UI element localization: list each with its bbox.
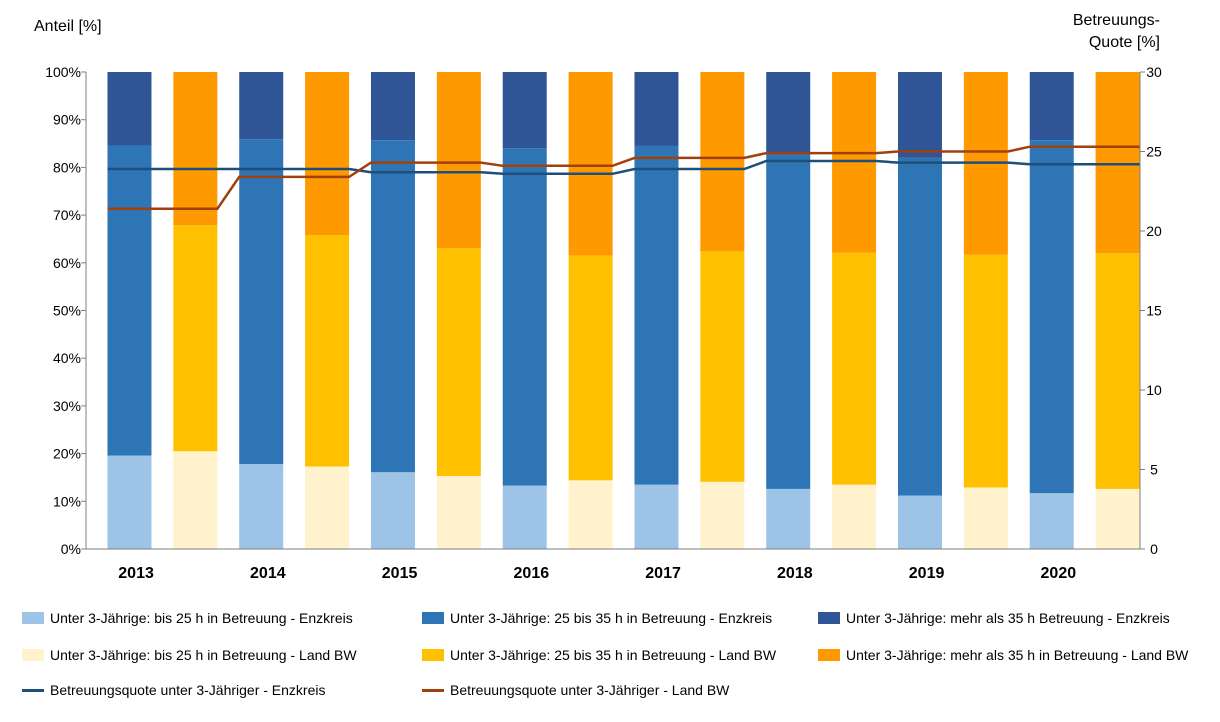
bar-segment [1029, 72, 1074, 141]
left-tick-label: 70% [53, 207, 81, 223]
bar-segment [1095, 253, 1140, 489]
left-tick-label: 50% [53, 303, 81, 319]
bar-segment [634, 145, 679, 485]
left-tick-label: 100% [45, 64, 81, 80]
bar-segment [568, 72, 613, 256]
bar-segment [634, 72, 679, 146]
x-tick-label: 2013 [118, 565, 154, 582]
x-tick-label: 2014 [250, 565, 286, 582]
axes-layer: 0% 10% 20% 30% 40% 50% 60% 70% 80% 90% 100% 0 5 10 15 2… [45, 64, 1162, 582]
bar-segment [766, 72, 811, 155]
right-tick-label: 0 [1150, 541, 1158, 557]
left-tick-label: 80% [53, 159, 81, 175]
bar-segment [239, 464, 284, 549]
bar-segment [107, 72, 152, 146]
bar-segment [1029, 493, 1074, 549]
bar-segment [239, 139, 284, 465]
left-tick-label: 60% [53, 255, 81, 271]
left-tick-label: 0% [61, 541, 81, 557]
bar-segment [173, 451, 218, 549]
bar-segment [370, 140, 415, 473]
bar-segment [173, 225, 218, 452]
bar-segment [766, 154, 811, 489]
series-line [107, 159, 1140, 176]
bar-segment [700, 251, 745, 482]
bar-segment [766, 488, 811, 549]
left-tick-label: 10% [53, 493, 81, 509]
bar-segment [436, 248, 481, 477]
bar-segment [173, 72, 218, 226]
bar-segment [634, 484, 679, 549]
bar-segment [1095, 488, 1140, 549]
bar-segment [832, 72, 877, 253]
right-axis-title-line2: Quote [%] [1089, 34, 1160, 51]
left-axis-title: Anteil [%] [34, 18, 102, 35]
bar-segment [897, 157, 942, 496]
x-tick-label: 2018 [777, 565, 813, 582]
right-tick-label: 5 [1150, 462, 1158, 478]
bar-segment [897, 72, 942, 158]
bar-segment [107, 145, 152, 456]
x-tick-label: 2015 [382, 565, 418, 582]
x-tick-label: 2020 [1041, 565, 1077, 582]
lines-layer [107, 145, 1140, 210]
bar-segment [700, 481, 745, 549]
bar-segment [305, 466, 350, 549]
bar-segment [305, 72, 350, 236]
bar-segment [1029, 140, 1074, 494]
bar-segment [502, 72, 547, 149]
bar-segment [502, 485, 547, 549]
right-tick-label: 30 [1146, 64, 1162, 80]
bar-segment [897, 495, 942, 549]
bar-segment [700, 72, 745, 252]
series-line [107, 145, 1140, 210]
bar-segment [832, 484, 877, 549]
bar-segment [436, 476, 481, 549]
x-tick-label: 2017 [645, 565, 681, 582]
left-tick-label: 90% [53, 112, 81, 128]
bar-segment [107, 455, 152, 549]
right-tick-label: 10 [1146, 382, 1162, 398]
right-tick-label: 25 [1146, 144, 1162, 160]
bar-segment [568, 255, 613, 481]
bar-segment [436, 72, 481, 249]
right-tick-label: 20 [1146, 223, 1162, 239]
bars-layer [107, 72, 1140, 549]
bar-segment [305, 235, 350, 467]
left-tick-label: 40% [53, 350, 81, 366]
bar-segment [370, 72, 415, 141]
bar-segment [963, 487, 1008, 549]
left-tick-label: 30% [53, 398, 81, 414]
bar-segment [370, 472, 415, 549]
x-tick-label: 2016 [514, 565, 550, 582]
bar-segment [832, 252, 877, 485]
bar-segment [568, 480, 613, 549]
right-tick-label: 15 [1146, 303, 1162, 319]
bar-segment [963, 254, 1008, 488]
bar-segment [502, 148, 547, 486]
right-axis-title-line1: Betreuungs- [1073, 12, 1160, 29]
bar-segment [239, 72, 284, 140]
bar-segment [1095, 72, 1140, 254]
x-tick-label: 2019 [909, 565, 945, 582]
left-tick-label: 20% [53, 446, 81, 462]
